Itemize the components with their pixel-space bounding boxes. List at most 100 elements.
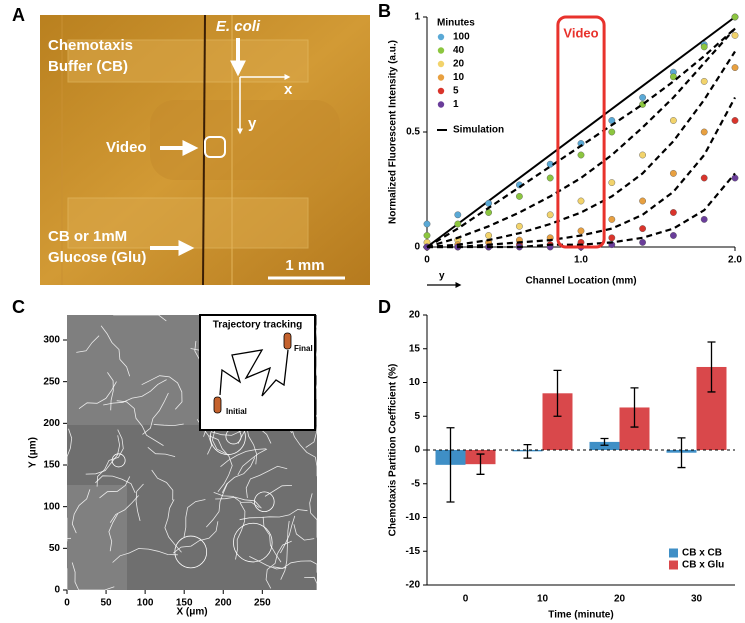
simulation-line [427,96,736,249]
bacterium [213,396,222,414]
trajectory-loop [254,491,275,513]
data-point [577,227,585,235]
error-bar [677,437,686,469]
data-point [731,13,739,21]
data-point [700,215,708,223]
trajectory [206,483,228,528]
trajectory [249,556,287,570]
trajectory [272,560,318,573]
y-axis-label: Normalized Fluorescent Intensity (a.u.) [388,40,399,224]
inset-label: Final [294,344,313,353]
label: Buffer (CB) [48,58,128,75]
trajectory [107,372,114,411]
data-point [516,222,523,230]
y-tick-label: 0 [414,445,420,456]
reference-line [426,16,736,248]
data-point [639,197,646,205]
trajectory [103,379,167,406]
label: Glucose (Glu) [48,249,146,266]
x-tick-label: 200 [215,598,232,609]
data-point [670,209,677,216]
data-point [731,64,739,72]
trajectory [95,475,136,493]
x-axis-label: Time (minute) [548,610,613,621]
legend-label: 1 [453,99,459,110]
trajectory [280,520,290,580]
y-tick-label: 300 [43,335,60,346]
data-point [423,232,431,239]
panel-label: A [12,5,25,25]
trajectory [100,325,131,377]
y-tick-label: 15 [409,343,421,354]
annotation: Video [563,25,598,40]
y-tick-label: -15 [406,546,421,557]
legend-label: 40 [453,45,465,56]
legend-marker [437,87,445,95]
legend-label: CB x Glu [682,560,724,571]
trajectory [151,469,174,501]
trajectory [172,521,219,554]
trajectory [71,562,115,591]
trajectory-loop [111,453,126,468]
trajectory [265,540,292,589]
data-point [639,151,646,159]
data-point [731,174,739,182]
data-point [485,232,492,239]
label: 1 mm [285,257,324,274]
x-tick-label: 0 [463,594,469,605]
data-point [516,192,523,200]
y-tick-label: 20 [409,310,421,321]
data-point [731,32,739,39]
y-axis-label: Y (μm) [28,437,39,468]
data-point [546,174,554,182]
data-point [608,215,616,223]
data-point [700,174,708,182]
trajectory [142,392,169,435]
simulation-line [426,27,736,248]
legend-label: 10 [453,72,465,83]
x-axis-label: Channel Location (mm) [525,276,636,287]
data-point [485,199,492,207]
y-tick-label: 250 [43,376,60,387]
trajectory [208,435,233,492]
y-tick-label: 100 [43,501,60,512]
data-point [670,117,677,124]
x-tick-label: 50 [101,598,113,609]
error-bar [600,437,609,446]
y-axis-label: Chemotaxis Partition Coefficient (%) [388,364,399,537]
trajectory [309,493,318,538]
data-point [577,151,585,159]
data-point [639,225,646,233]
legend-marker [669,548,678,558]
trajectory [116,400,164,446]
trajectory [280,515,296,554]
error-bar [523,443,532,459]
x-tick-label: 150 [176,598,193,609]
trajectory [109,495,139,523]
x-tick-label: 250 [254,598,271,609]
data-point [670,232,677,239]
data-point [670,73,677,81]
x-tick-label: 2.0 [728,255,742,266]
y-tick-label: -20 [406,580,421,591]
trajectory [66,428,73,466]
x-axis-label: X (μm) [176,607,207,618]
inset-label: Initial [226,407,247,416]
y-tick-label: -10 [406,512,421,523]
trajectory [99,476,131,499]
panel-label: C [12,297,25,317]
trajectory [245,465,288,498]
label: Chemotaxis [48,37,133,54]
y-tick-label: 50 [49,543,61,554]
trajectory [78,381,117,410]
error-bar [476,453,485,475]
data-point [670,169,677,177]
y-tick-label: 0.5 [406,127,420,138]
simulation-line [427,172,736,249]
trajectory [153,423,184,427]
y-tick-label: 0 [414,242,420,253]
trajectory [239,509,308,521]
legend-label: Simulation [453,125,504,136]
label: x [284,81,293,98]
data-point [731,117,739,124]
